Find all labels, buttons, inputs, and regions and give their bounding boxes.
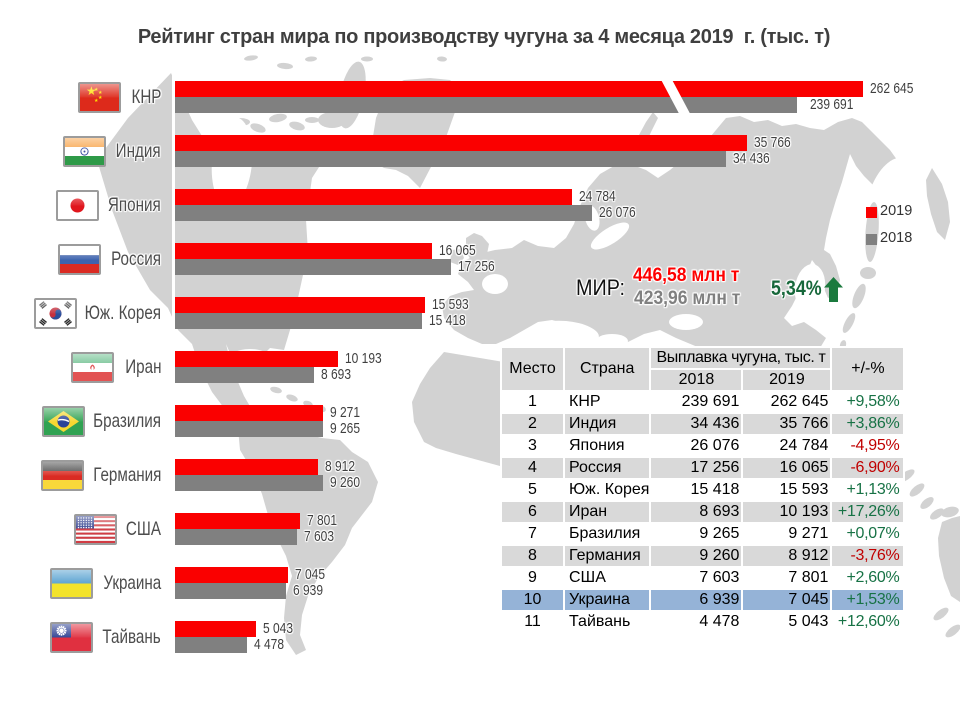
svg-text:★: ★ — [94, 98, 99, 104]
svg-text:★: ★ — [98, 95, 103, 101]
